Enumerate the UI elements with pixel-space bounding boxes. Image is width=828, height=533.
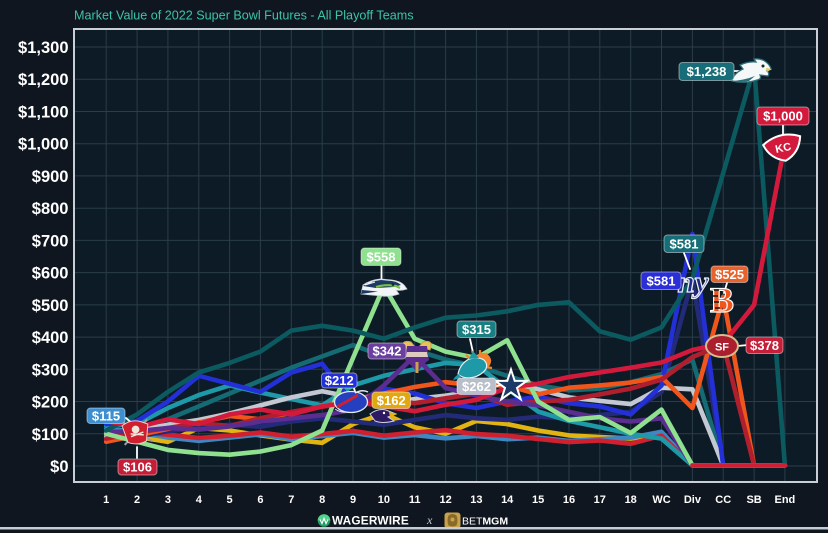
- svg-text:WC: WC: [652, 494, 670, 506]
- svg-text:$581: $581: [647, 273, 676, 288]
- svg-text:$1,300: $1,300: [18, 39, 68, 57]
- svg-text:BETMGM: BETMGM: [462, 516, 508, 528]
- svg-text:x: x: [426, 513, 433, 527]
- svg-text:5: 5: [227, 494, 233, 506]
- svg-text:KC: KC: [774, 141, 792, 156]
- svg-text:1: 1: [103, 494, 109, 506]
- svg-text:$400: $400: [32, 329, 69, 347]
- svg-text:$1,100: $1,100: [18, 104, 68, 122]
- svg-text:$600: $600: [32, 265, 69, 283]
- svg-text:$342: $342: [373, 344, 402, 359]
- svg-text:$900: $900: [32, 168, 69, 186]
- svg-text:7: 7: [288, 494, 294, 506]
- svg-text:ny: ny: [678, 264, 709, 299]
- svg-text:4: 4: [196, 494, 203, 506]
- svg-text:Div: Div: [684, 494, 702, 506]
- svg-text:$0: $0: [50, 458, 68, 476]
- svg-text:$100: $100: [32, 426, 69, 444]
- svg-text:8: 8: [319, 494, 325, 506]
- svg-text:13: 13: [470, 494, 482, 506]
- svg-text:$200: $200: [32, 394, 69, 412]
- svg-text:$300: $300: [32, 361, 69, 379]
- svg-text:14: 14: [501, 494, 514, 506]
- svg-text:10: 10: [378, 494, 390, 506]
- svg-text:$378: $378: [750, 338, 779, 353]
- svg-text:$1,200: $1,200: [18, 71, 68, 89]
- svg-text:$558: $558: [367, 249, 396, 264]
- svg-text:$315: $315: [462, 322, 491, 337]
- svg-text:Market Value of 2022 Super Bow: Market Value of 2022 Super Bowl Futures …: [74, 9, 414, 23]
- svg-text:17: 17: [594, 494, 606, 506]
- svg-text:12: 12: [439, 494, 451, 506]
- svg-text:$1,000: $1,000: [763, 109, 803, 124]
- svg-text:6: 6: [257, 494, 263, 506]
- svg-text:$1,238: $1,238: [687, 64, 727, 79]
- svg-text:11: 11: [409, 494, 421, 506]
- svg-text:$500: $500: [32, 297, 69, 315]
- svg-text:$800: $800: [32, 200, 69, 218]
- svg-text:CC: CC: [715, 494, 731, 506]
- svg-text:$262: $262: [462, 379, 491, 394]
- svg-text:15: 15: [532, 494, 544, 506]
- svg-text:$162: $162: [377, 393, 406, 408]
- svg-text:WAGERWIRE: WAGERWIRE: [332, 514, 409, 528]
- svg-text:$581: $581: [670, 236, 699, 251]
- svg-text:$115: $115: [92, 408, 120, 423]
- svg-text:End: End: [775, 494, 796, 506]
- svg-text:$700: $700: [32, 232, 69, 250]
- svg-text:SF: SF: [715, 342, 729, 354]
- svg-text:9: 9: [350, 494, 356, 506]
- svg-text:$212: $212: [325, 373, 354, 388]
- svg-text:2: 2: [134, 494, 140, 506]
- svg-text:$525: $525: [715, 267, 744, 282]
- svg-text:18: 18: [625, 494, 637, 506]
- svg-text:16: 16: [563, 494, 575, 506]
- svg-text:$106: $106: [123, 460, 152, 475]
- svg-text:SB: SB: [746, 494, 761, 506]
- svg-text:B: B: [710, 280, 734, 320]
- svg-text:$1,000: $1,000: [18, 136, 68, 154]
- svg-text:3: 3: [165, 494, 171, 506]
